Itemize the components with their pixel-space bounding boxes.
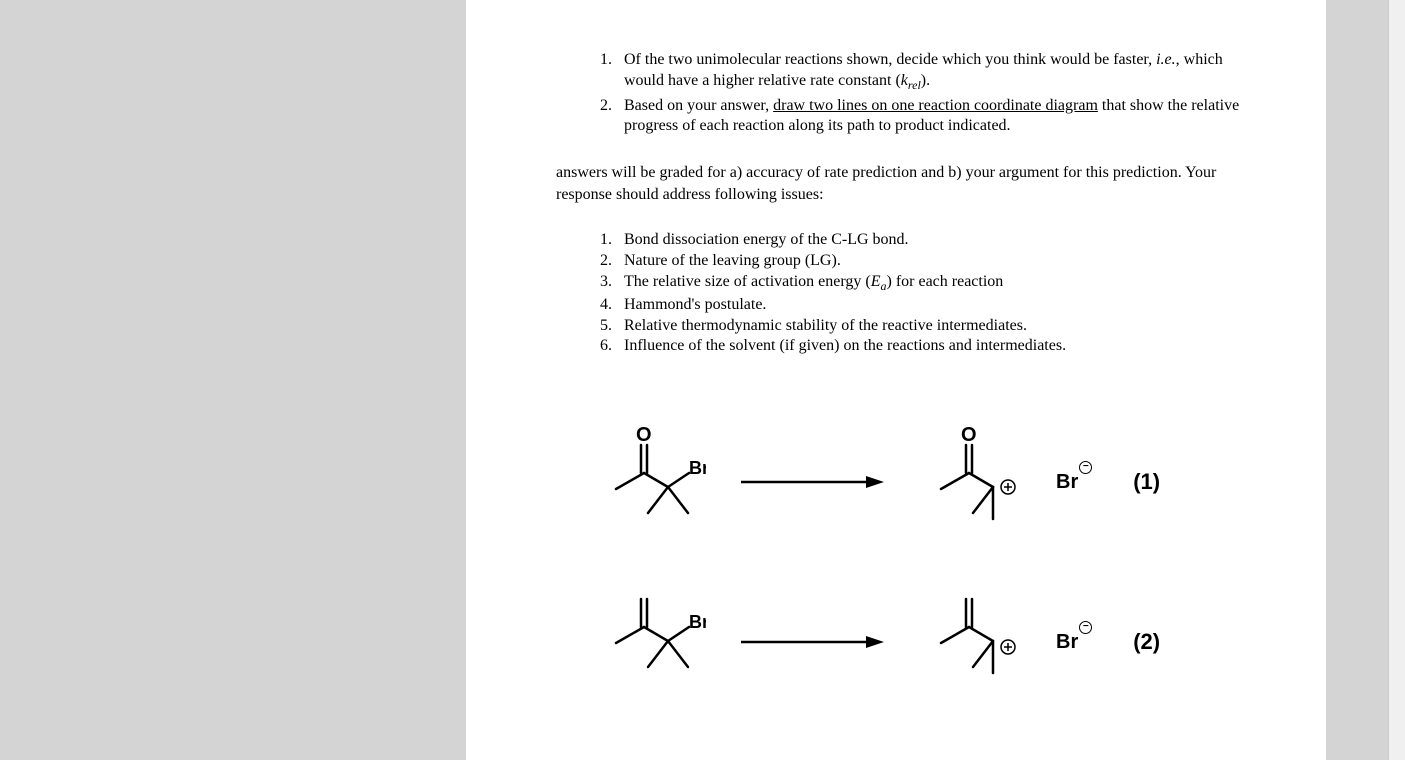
reaction-1-leaving-group: Br − <box>1056 471 1078 494</box>
reaction-2-reactant: Br <box>586 587 706 697</box>
reaction-2-arrow <box>736 627 886 657</box>
question-item-2: Based on your answer, draw two lines on … <box>616 96 1266 138</box>
reaction-1-product: O <box>916 427 1026 537</box>
reaction-1-label: (1) <box>1133 469 1160 495</box>
issue-5: Relative thermodynamic stability of the … <box>616 316 1266 337</box>
br-ion-2-label: Br <box>1056 631 1078 653</box>
reaction-2-label: (2) <box>1133 629 1160 655</box>
grading-paragraph: answers will be graded for a) accuracy o… <box>556 162 1266 205</box>
minus-icon: − <box>1079 461 1092 474</box>
reaction-1-reactant: O Br <box>586 427 706 537</box>
q1-italics: i.e. <box>1156 51 1176 68</box>
reactant1-Br: Br <box>689 458 706 478</box>
issue-6: Influence of the solvent (if given) on t… <box>616 336 1266 357</box>
reaction-2: Br <box>586 587 1160 697</box>
q1-pre: Of the two unimolecular reactions shown,… <box>624 51 1156 68</box>
product1-O: O <box>961 427 977 446</box>
issue-3: The relative size of activation energy (… <box>616 272 1266 295</box>
question-list: Of the two unimolecular reactions shown,… <box>616 50 1266 137</box>
minus-icon: − <box>1079 621 1092 634</box>
reaction-2-leaving-group: Br − <box>1056 631 1078 654</box>
reaction-1-arrow <box>736 467 886 497</box>
issue-1: Bond dissociation energy of the C-LG bon… <box>616 230 1266 251</box>
reaction-diagram-area: O Br O <box>556 427 1266 747</box>
scrollbar[interactable] <box>1388 0 1405 760</box>
q1-krel-sub: rel <box>908 78 921 92</box>
question-item-1: Of the two unimolecular reactions shown,… <box>616 50 1266 94</box>
q2-underline: draw two lines on one reaction coordinat… <box>773 97 1098 114</box>
issue-3-post: ) for each reaction <box>886 273 1003 290</box>
document-page: Of the two unimolecular reactions shown,… <box>466 0 1326 760</box>
reactant2-Br: Br <box>689 612 706 632</box>
issue-3-pre: The relative size of activation energy ( <box>624 273 871 290</box>
issues-list: Bond dissociation energy of the C-LG bon… <box>616 230 1266 357</box>
q2-pre: Based on your answer, <box>624 97 773 114</box>
reaction-1: O Br O <box>586 427 1160 537</box>
reactant1-O: O <box>636 427 652 446</box>
issue-4: Hammond's postulate. <box>616 295 1266 316</box>
issue-2: Nature of the leaving group (LG). <box>616 251 1266 272</box>
q1-post: ). <box>921 72 930 89</box>
q1-krel: k <box>901 72 908 89</box>
reaction-2-product <box>916 587 1026 697</box>
br-ion-1-label: Br <box>1056 471 1078 493</box>
